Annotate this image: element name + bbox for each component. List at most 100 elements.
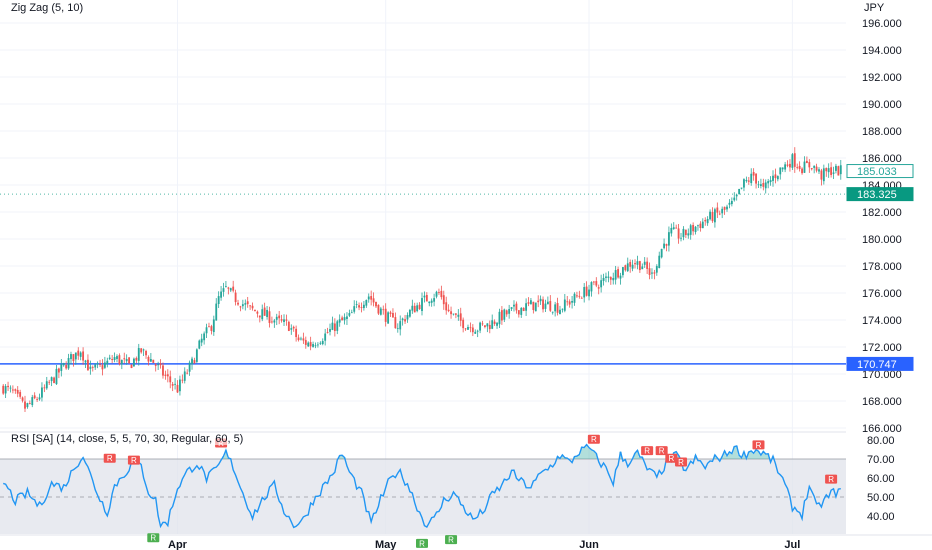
bearish-divergence-marker: R <box>752 440 765 450</box>
bearish-divergence-marker: R <box>103 453 116 463</box>
candle-body <box>568 301 571 305</box>
candle-body <box>549 301 552 311</box>
candle-body <box>752 172 755 176</box>
price-tick-label: 176.000 <box>862 288 902 300</box>
candle-body <box>258 315 261 318</box>
candle-body <box>563 299 566 311</box>
candle-body <box>423 295 426 298</box>
candle-body <box>125 358 128 362</box>
candle-body <box>440 290 443 298</box>
candle-body <box>571 300 574 303</box>
candle-body <box>343 317 346 321</box>
candle-body <box>597 287 600 289</box>
candle-body <box>203 333 206 341</box>
candle-body <box>413 305 416 313</box>
candle-body <box>319 342 322 344</box>
candle-body <box>50 377 53 382</box>
candle-body <box>212 319 215 333</box>
candle-body <box>285 319 288 321</box>
marker-box <box>655 446 668 456</box>
candle-body <box>459 313 462 321</box>
candle-body <box>401 318 404 321</box>
zigzag-indicator-title[interactable]: Zig Zag (5, 10) <box>11 2 84 14</box>
candle-body <box>680 237 682 239</box>
candle-body <box>169 376 172 383</box>
candle-body <box>554 304 557 312</box>
candle-body <box>600 280 603 288</box>
marker-label: R <box>678 458 684 467</box>
candle-body <box>208 326 210 328</box>
price-tick-label: 174.000 <box>862 315 902 327</box>
candle-body <box>142 349 145 351</box>
candle-body <box>825 167 828 172</box>
candle-body <box>762 183 765 187</box>
candle-body <box>287 321 290 331</box>
candle-body <box>709 211 711 220</box>
candle-body <box>302 338 305 341</box>
marker-box <box>825 474 838 484</box>
candle-body <box>292 326 295 329</box>
candle-body <box>36 399 39 400</box>
candle-body <box>353 306 356 312</box>
candle-body <box>140 348 143 353</box>
candle-body <box>198 340 201 349</box>
price-tick-label: 168.000 <box>862 396 902 408</box>
candle-body <box>379 308 382 315</box>
candle-body <box>813 165 816 168</box>
candle-body <box>764 182 767 189</box>
candle-body <box>629 262 632 267</box>
candle-body <box>759 184 762 187</box>
candle-body <box>145 351 147 356</box>
candle-body <box>375 301 377 307</box>
candle-body <box>171 384 174 386</box>
candle-body <box>822 168 825 182</box>
time-axis[interactable]: Apr May Jun Jul <box>168 539 800 550</box>
candle-body <box>583 287 586 298</box>
candle-body <box>82 351 85 361</box>
candle-body <box>166 374 169 377</box>
price-tick-label: 182.000 <box>862 207 902 219</box>
axis-background <box>846 0 932 534</box>
marker-label: R <box>150 534 156 543</box>
candle-body <box>67 358 70 369</box>
candle-body <box>411 305 414 311</box>
candle-body <box>101 365 104 370</box>
candle-body <box>677 228 680 239</box>
candle-body <box>609 277 612 280</box>
candle-body <box>331 322 334 330</box>
candle-body <box>74 352 77 360</box>
candle-body <box>750 173 753 184</box>
rsi-tick-label: 40.00 <box>867 511 895 523</box>
candle-body <box>486 323 489 327</box>
price-tick-label: 194.000 <box>862 45 902 57</box>
candle-body <box>730 200 733 205</box>
price-tick-label: 172.000 <box>862 342 902 354</box>
marker-box <box>752 440 765 450</box>
candle-body <box>268 311 271 323</box>
candle-body <box>617 269 620 278</box>
rsi-tick-label: 60.00 <box>867 473 895 485</box>
candle-body <box>815 166 818 171</box>
candle-body <box>622 267 624 276</box>
candle-body <box>384 308 387 322</box>
candle-body <box>183 371 186 381</box>
candle-body <box>839 165 842 175</box>
candle-body <box>278 315 281 319</box>
candle-body <box>28 403 31 404</box>
candle-body <box>179 379 181 392</box>
rsi-indicator-title[interactable]: RSI [SA] (14, close, 5, 5, 70, 30, Regul… <box>11 433 244 445</box>
candle-body <box>360 307 363 308</box>
price-axis[interactable]: 196.000 194.000 192.000 190.000 188.000 186.0… <box>846 0 932 534</box>
candlestick-series <box>2 147 842 413</box>
marker-label: R <box>131 456 137 465</box>
candle-body <box>651 272 653 274</box>
candle-body <box>43 387 46 389</box>
candle-body <box>513 304 515 307</box>
candle-body <box>733 197 736 201</box>
candle-body <box>634 263 636 265</box>
candle-body <box>643 261 646 265</box>
candle-body <box>232 286 235 291</box>
candle-body <box>103 362 106 368</box>
candle-body <box>367 296 370 300</box>
